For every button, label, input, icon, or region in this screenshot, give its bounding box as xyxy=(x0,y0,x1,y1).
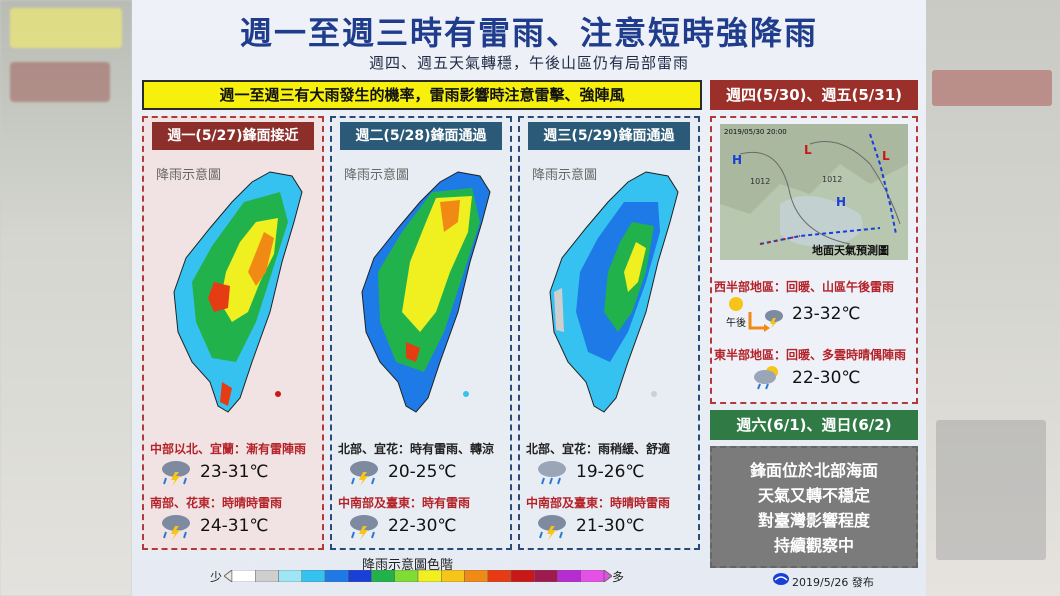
svg-text:L: L xyxy=(882,149,890,163)
publish-date: 2019/5/26 發布 xyxy=(792,576,874,589)
cloud-rain-icon xyxy=(538,461,566,485)
legend-more-label: 多 xyxy=(612,570,625,584)
sun-then-thunder-icon: 午後 xyxy=(726,297,783,332)
scale-swatch xyxy=(255,570,279,582)
day-panel-tuesday: 週二(5/28)鋒面通過 降雨示意圖 北部、宜花：時有雷雨、轉涼 20-25℃ … xyxy=(330,116,512,550)
region-south: 中南部及臺東：時晴時雷雨 xyxy=(526,496,671,510)
scale-swatch xyxy=(557,570,581,582)
side-panel-sat-sun: 鋒面位於北部海面 天氣又轉不穩定 對臺灣影響程度 持續觀察中 xyxy=(710,446,918,568)
temperature-south: 21-30℃ xyxy=(576,516,645,536)
scale-swatch xyxy=(324,570,349,582)
side-panel-thu-fri: H H L L 1012 1012 2019/05/30 20:00 地面天氣預… xyxy=(710,116,918,404)
rainfall-color-scale xyxy=(224,570,612,582)
scale-swatch xyxy=(301,570,326,582)
thunder-rain-icon xyxy=(538,515,566,540)
scale-swatch xyxy=(510,570,535,582)
day-header: 週三(5/29)鋒面通過 xyxy=(528,122,690,150)
thunder-rain-icon xyxy=(350,515,378,540)
scale-swatch xyxy=(278,570,302,582)
cwb-logo-icon xyxy=(773,573,789,585)
background-right xyxy=(926,0,1060,596)
scale-swatch xyxy=(580,570,605,582)
east-temperature: 22-30℃ xyxy=(792,368,861,388)
side-header-thu-fri: 週四(5/30)、週五(5/31) xyxy=(710,80,918,110)
west-region-label: 西半部地區：回暖、山區午後雷雨 xyxy=(714,280,895,294)
legend-less-label: 少 xyxy=(210,570,223,584)
temperature-south: 22-30℃ xyxy=(388,516,457,536)
page-subtitle: 週四、週五天氣轉穩，午後山區仍有局部雷雨 xyxy=(368,54,689,72)
temperature-north: 19-26℃ xyxy=(576,462,645,482)
temperature-north: 20-25℃ xyxy=(388,462,457,482)
scale-swatch xyxy=(348,570,372,582)
page-title: 週一至週三時有雷雨、注意短時強降雨 xyxy=(239,14,818,52)
svg-text:H: H xyxy=(732,153,742,167)
map-caption: 降雨示意圖 xyxy=(156,168,222,183)
isobar-label: 1012 xyxy=(750,177,770,186)
region-north: 北部、宜花：雨稍緩、舒適 xyxy=(526,442,671,456)
region-north: 北部、宜花：時有雷雨、轉涼 xyxy=(338,442,495,456)
scale-swatch xyxy=(487,570,512,582)
map-caption: 降雨示意圖 xyxy=(344,168,410,183)
scale-swatch xyxy=(371,570,395,582)
rainfall-map-taiwan xyxy=(173,171,303,413)
east-region-label: 東半部地區：回暖、多雲時晴偶陣雨 xyxy=(714,348,907,362)
surface-weather-map: H H L L 1012 1012 2019/05/30 20:00 xyxy=(720,124,908,260)
day-header: 週二(5/28)鋒面通過 xyxy=(340,122,502,150)
legend-title: 降雨示意圖色階 xyxy=(362,558,454,573)
svg-text:L: L xyxy=(804,143,812,157)
thunder-rain-icon xyxy=(162,515,190,540)
warning-banner: 週一至週三有大雨發生的機率，雷雨影響時注意雷擊、強陣風 xyxy=(142,80,702,110)
svg-text:H: H xyxy=(836,195,846,209)
scale-arrow-left xyxy=(224,570,233,582)
isobar-label: 1012 xyxy=(822,175,842,184)
rainfall-map-taiwan xyxy=(361,171,491,413)
scale-arrow-right xyxy=(603,570,612,582)
scale-swatch xyxy=(534,570,558,582)
thunder-rain-icon xyxy=(162,461,190,486)
day-panel-wednesday: 週三(5/29)鋒面通過 降雨示意圖 北部、宜花：雨稍緩、舒適 19-26℃ 中… xyxy=(518,116,700,550)
map-timestamp: 2019/05/30 20:00 xyxy=(724,128,787,136)
west-temperature: 23-32℃ xyxy=(792,304,861,324)
scale-swatch xyxy=(417,570,442,582)
scale-swatch xyxy=(441,570,465,582)
outlook-line: 鋒面位於北部海面 xyxy=(749,461,878,480)
forecast-card: 週一至週三時有雷雨、注意短時強降雨 週四、週五天氣轉穩，午後山區仍有局部雷雨 週… xyxy=(132,0,926,596)
region-south: 中南部及臺東：時有雷雨 xyxy=(338,496,471,510)
map-caption: 降雨示意圖 xyxy=(532,168,598,183)
thunder-rain-icon xyxy=(350,461,378,486)
side-header-sat-sun: 週六(6/1)、週日(6/2) xyxy=(710,410,918,440)
region-south: 南部、花東：時晴時雷雨 xyxy=(150,496,283,510)
region-north: 中部以北、宜蘭：漸有雷陣雨 xyxy=(150,442,307,456)
day-panel-monday: 週一(5/27)鋒面接近 降雨示意圖 中部以北、宜蘭：漸有雷陣雨 23-31℃ … xyxy=(142,116,324,550)
surface-map-label: 地面天氣預測圖 xyxy=(812,244,889,257)
rainfall-map-taiwan xyxy=(549,171,679,413)
outlook-line: 對臺灣影響程度 xyxy=(757,511,870,530)
temperature-north: 23-31℃ xyxy=(200,462,269,482)
outlook-line: 天氣又轉不穩定 xyxy=(757,486,870,505)
cloud-sun-rain-icon xyxy=(754,366,778,390)
svg-text:午後: 午後 xyxy=(726,316,746,329)
scale-swatch xyxy=(394,570,419,582)
temperature-south: 24-31℃ xyxy=(200,516,269,536)
background-left xyxy=(0,0,132,596)
outlook-line: 持續觀察中 xyxy=(773,536,854,555)
day-header: 週一(5/27)鋒面接近 xyxy=(152,122,314,150)
scale-swatch xyxy=(231,570,256,582)
scale-swatch xyxy=(464,570,488,582)
